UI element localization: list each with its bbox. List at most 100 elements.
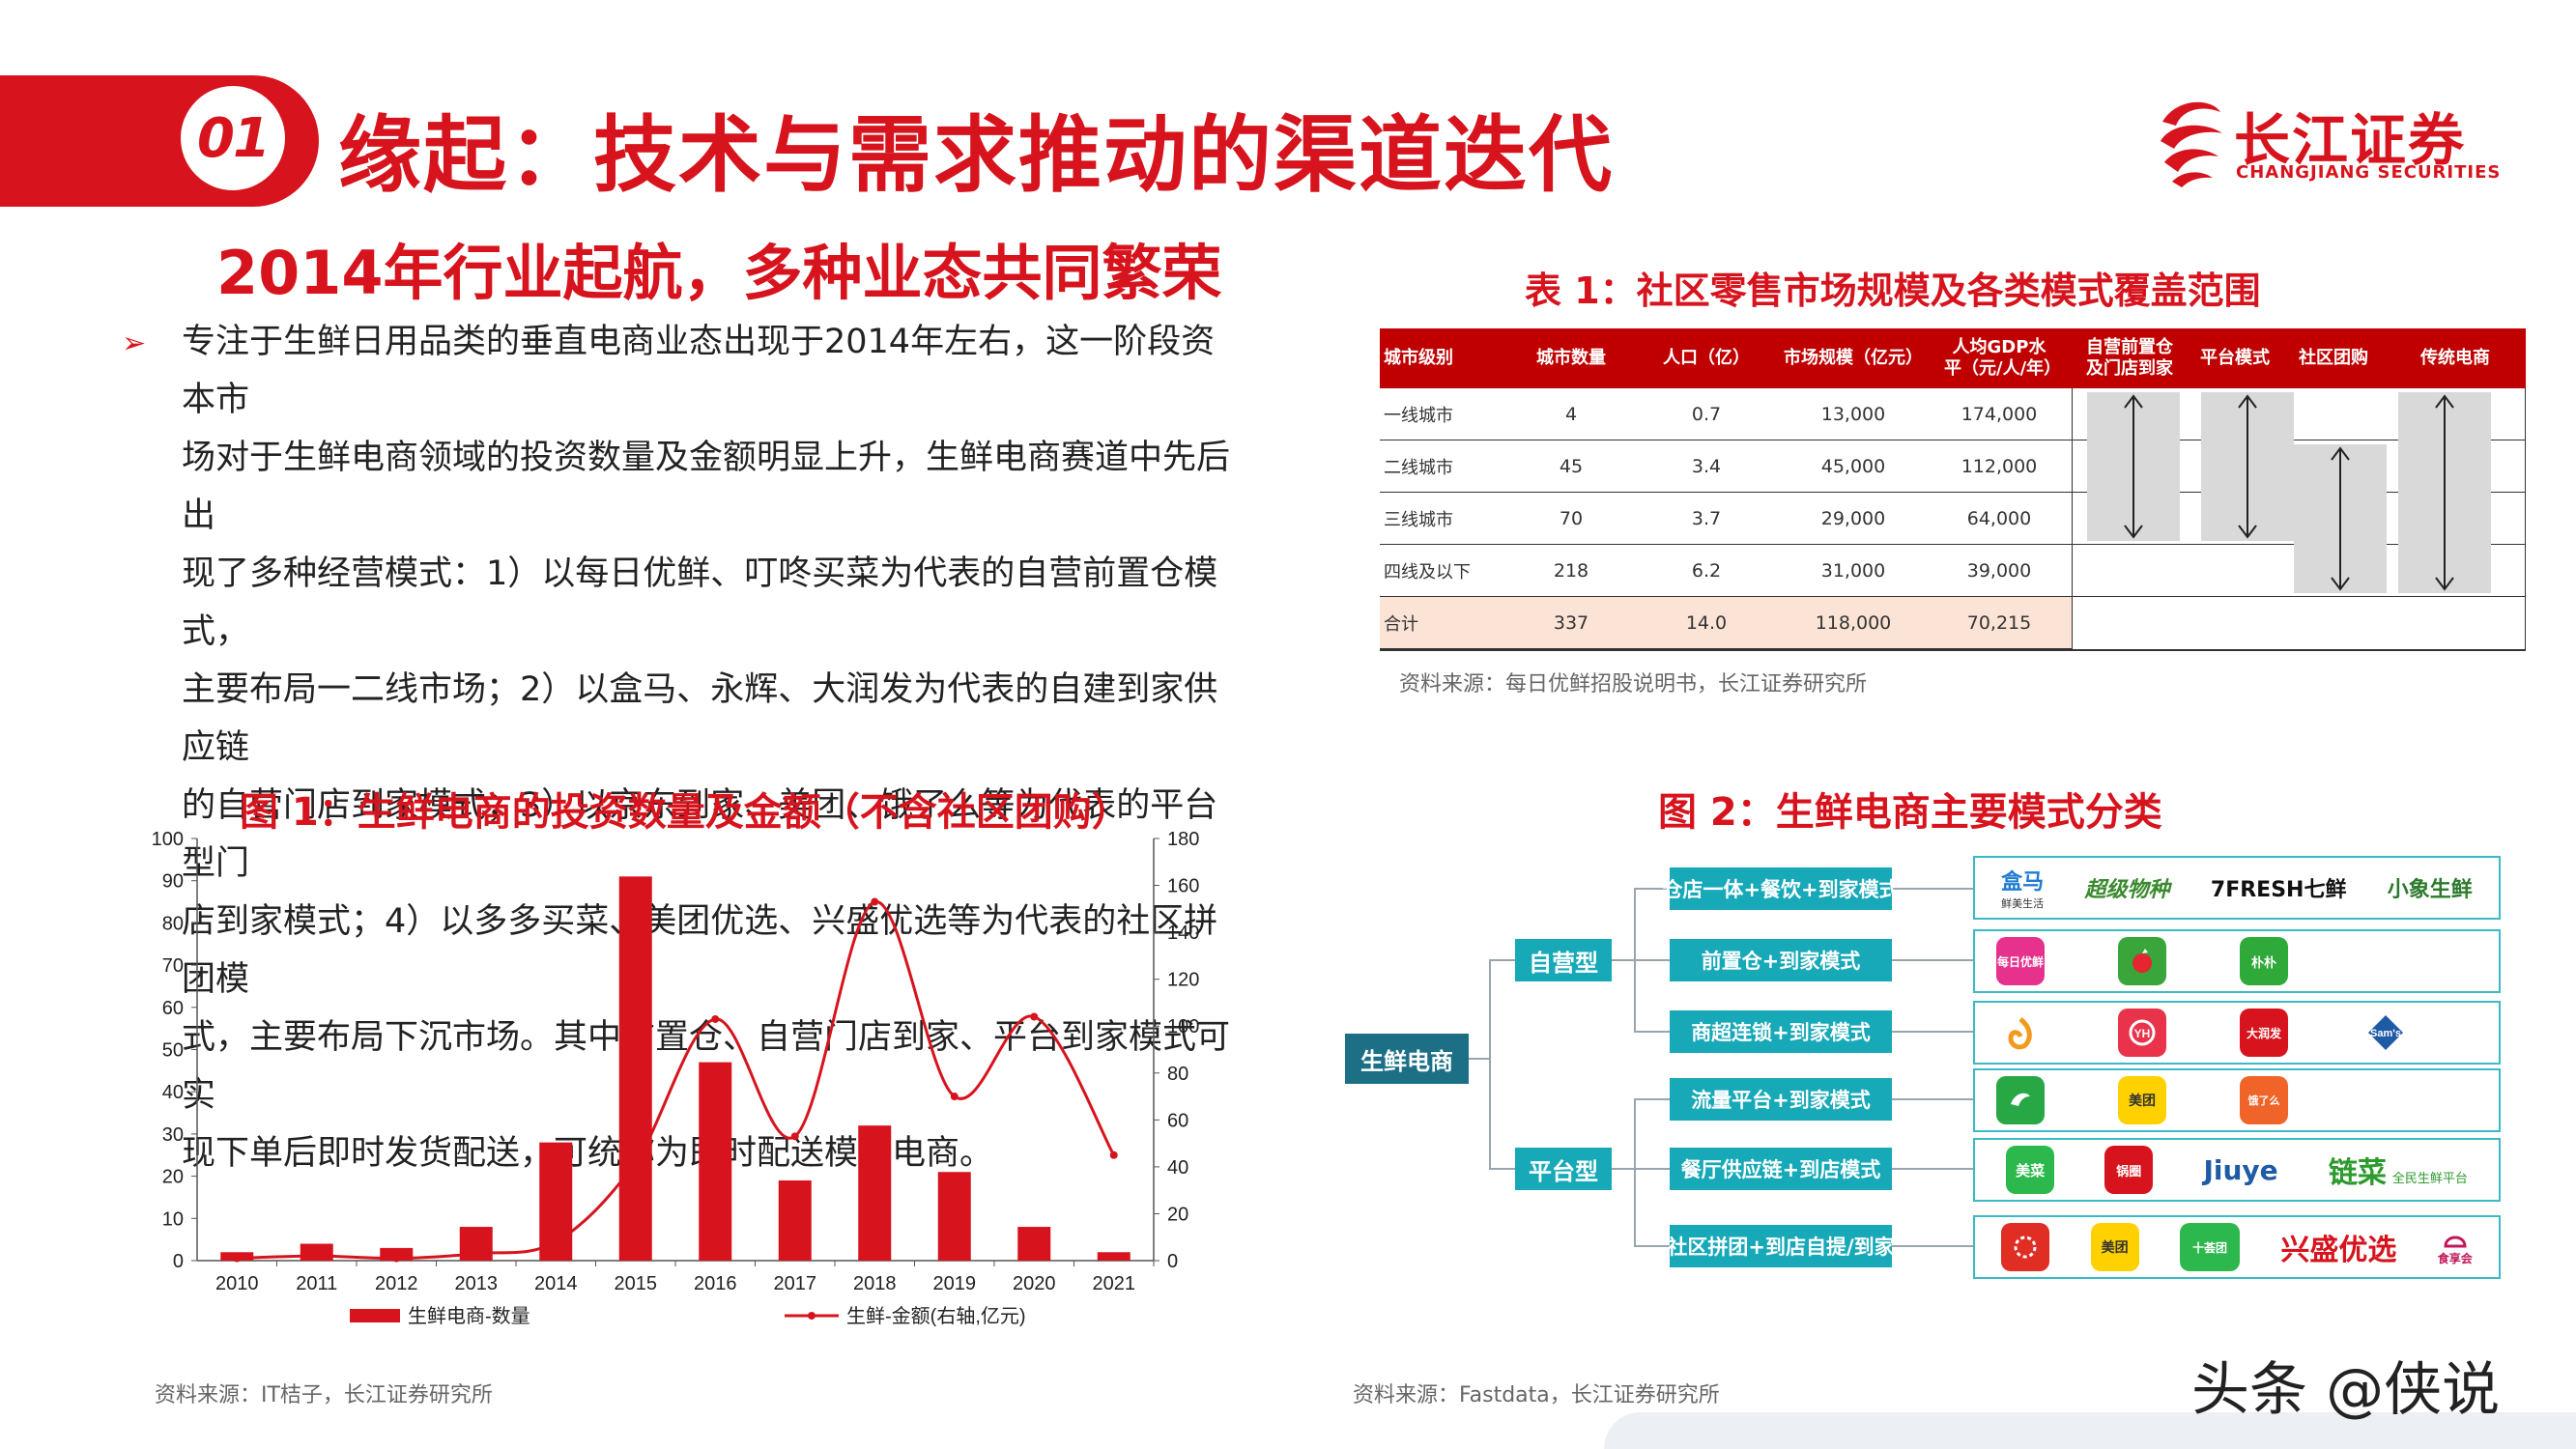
left-tick-label: 10 (162, 1208, 184, 1230)
brand-dingdong-icon (2118, 937, 2166, 985)
line-point (711, 1014, 720, 1023)
table1-row: 一线城市 4 0.7 13,000 174,000 (1380, 388, 2526, 440)
bullet-paragraph: 专注于生鲜日用品类的垂直电商业态出现于2014年左右，这一阶段资本市 场对于生鲜… (182, 313, 1245, 1182)
right-tick-label: 100 (1167, 1016, 1199, 1037)
right-tick-label: 180 (1167, 829, 1199, 850)
x-tick-label: 2021 (1093, 1273, 1136, 1294)
bar (618, 876, 652, 1261)
brand-row: YH 大润发 Sam's (1973, 1001, 2501, 1065)
left-tick-label: 60 (162, 998, 184, 1019)
left-tick-label: 20 (162, 1167, 184, 1188)
line-point (1109, 1151, 1118, 1159)
line-point (950, 1093, 959, 1101)
left-tick-label: 70 (162, 955, 184, 977)
table1-cell: 70,215 (1966, 612, 2032, 634)
tree-mode-node: 流量平台+到家模式 (1670, 1078, 1892, 1121)
brand-meituan-youxuan-icon: 美团 (2090, 1223, 2139, 1271)
table1-header-row: 城市级别 城市数量 人口（亿） 市场规模（亿元） 人均GDP水平（元/人/年） … (1380, 328, 2526, 388)
right-tick-label: 40 (1167, 1157, 1188, 1179)
brand-row: 每日优鲜 朴朴 (1973, 929, 2501, 993)
logo-mark-icon (2161, 101, 2222, 187)
x-tick-label: 2016 (694, 1273, 737, 1294)
right-tick-label: 140 (1167, 923, 1199, 944)
tree-mode-node: 商超连锁+到家模式 (1670, 1010, 1892, 1053)
bullet-arrow-icon: ➢ (122, 327, 147, 360)
figure2-title: 图 2：生鲜电商主要模式分类 (1658, 790, 2162, 835)
paragraph-line: 现了多种经营模式：1）以每日优鲜、叮咚买菜为代表的自营前置仓模式， (182, 554, 1218, 651)
brand-row: 美团 饿了么 (1973, 1068, 2501, 1132)
right-tick-label: 0 (1167, 1251, 1178, 1272)
tree-root-node: 生鲜电商 (1345, 1034, 1469, 1084)
left-tick-label: 40 (162, 1082, 184, 1103)
decorative-swoosh (1604, 1412, 2576, 1449)
brand-pupu-icon: 朴朴 (2240, 937, 2288, 985)
table1-divider (2525, 388, 2526, 651)
table1-cell: 39,000 (1966, 560, 2032, 582)
brand-eleme-icon: 饿了么 (2240, 1076, 2288, 1124)
tree-connectors (1469, 888, 1973, 1247)
table1-header-cell: 人口（亿） (1663, 348, 1750, 368)
brand-xiaoxiang: 小象生鲜 (2387, 878, 2473, 902)
tree-mode-node: 社区拼团+到店自提/到家 (1667, 1225, 1895, 1267)
table1-header-cell: 市场规模（亿元） (1784, 348, 1923, 368)
bar (699, 1062, 732, 1261)
brand-guoquan-icon: 锅圈 (2104, 1146, 2154, 1194)
table1-cell: 14.0 (1685, 612, 1728, 634)
right-tick-label: 60 (1167, 1110, 1188, 1131)
table1-source: 资料来源：每日优鲜招股说明书，长江证券研究所 (1399, 672, 1868, 696)
logo-cn-text: 长江证券 (2234, 107, 2467, 173)
brand-yonghui-icon: YH (2118, 1009, 2166, 1057)
table1-header-cell: 城市级别 (1384, 348, 1453, 368)
table1-cell: 45 (1559, 456, 1584, 477)
tree-mode-node: 仓店一体+餐饮+到家模式 (1662, 867, 1900, 910)
table1-row: 二线城市 45 3.4 45,000 112,000 (1380, 440, 2526, 493)
brand-jiuye: Jiuye (2203, 1153, 2278, 1186)
table1-header-cell: 平台模式 (2200, 348, 2270, 368)
right-tick-label: 160 (1167, 876, 1199, 897)
left-tick-label: 90 (162, 871, 184, 893)
brand-meicai-icon: 美菜 (2006, 1146, 2055, 1194)
bar (1097, 1252, 1131, 1261)
changjiang-logo: 长江证券 CHANGJIANG SECURITIES (2153, 93, 2500, 189)
svg-text:YH: YH (2134, 1027, 2151, 1040)
line-point (312, 1252, 321, 1261)
tree-mode-node: 前置仓+到家模式 (1670, 939, 1892, 981)
tree-mode-node: 餐厅供应链+到店模式 (1670, 1148, 1892, 1190)
figure1-source: 资料来源：IT桔子，长江证券研究所 (155, 1383, 493, 1407)
table1-cell: 四线及以下 (1384, 562, 1471, 582)
table1-header-cell: 自营前置仓及门店到家 (2086, 337, 2173, 379)
tree-group-platform: 平台型 (1515, 1148, 1612, 1190)
right-tick-label: 80 (1167, 1064, 1188, 1085)
table1-cell: 6.2 (1691, 560, 1722, 582)
coverage-double-arrow-icon (2331, 446, 2350, 591)
figure1-title: 图 1：生鲜电商的投资数量及金额（不含社区团购） (240, 790, 1131, 835)
x-tick-label: 2020 (1013, 1273, 1056, 1294)
figure1-svg: 0 10 20 30 40 50 60 70 80 90 100 0 20 40 60 80 100 120 140… (152, 829, 1200, 1327)
brand-chaojiwuzhong: 超级物种 (2084, 878, 2170, 902)
bar (778, 1179, 812, 1261)
table1-cell: 64,000 (1966, 508, 2032, 529)
bar (1017, 1227, 1051, 1261)
table1-cell: 合计 (1384, 614, 1418, 635)
brand-pinduoduo-icon (2001, 1223, 2050, 1271)
line-point (631, 1158, 640, 1167)
line-point (871, 897, 879, 906)
x-tick-label: 2011 (296, 1273, 337, 1294)
table1-header-cell: 人均GDP水平（元/人/年） (1944, 337, 2062, 379)
table1-header-cell: 传统电商 (2420, 348, 2490, 368)
line-point (472, 1249, 480, 1258)
table1-coverage-layer (2087, 392, 2491, 593)
page-title: 缘起：技术与需求推动的渠道迭代 (338, 107, 1614, 204)
line-point (233, 1254, 242, 1263)
paragraph-line: 现下单后即时发货配送，可统称为即时配送模式电商。 (182, 1134, 994, 1173)
section-number-badge: 01 (176, 81, 290, 195)
table1-cell: 0.7 (1691, 404, 1722, 425)
table1-cell: 218 (1553, 560, 1589, 582)
brand-7fresh: 7FRESH七鲜 (2210, 878, 2347, 902)
brand-shihuituan-icon: 十荟团 (2179, 1223, 2240, 1271)
line-point (1030, 1012, 1039, 1021)
x-tick-label: 2019 (933, 1273, 977, 1294)
line-point (392, 1254, 401, 1263)
legend-bar-swatch (350, 1309, 400, 1322)
table1-bottom-line (1380, 649, 2526, 651)
